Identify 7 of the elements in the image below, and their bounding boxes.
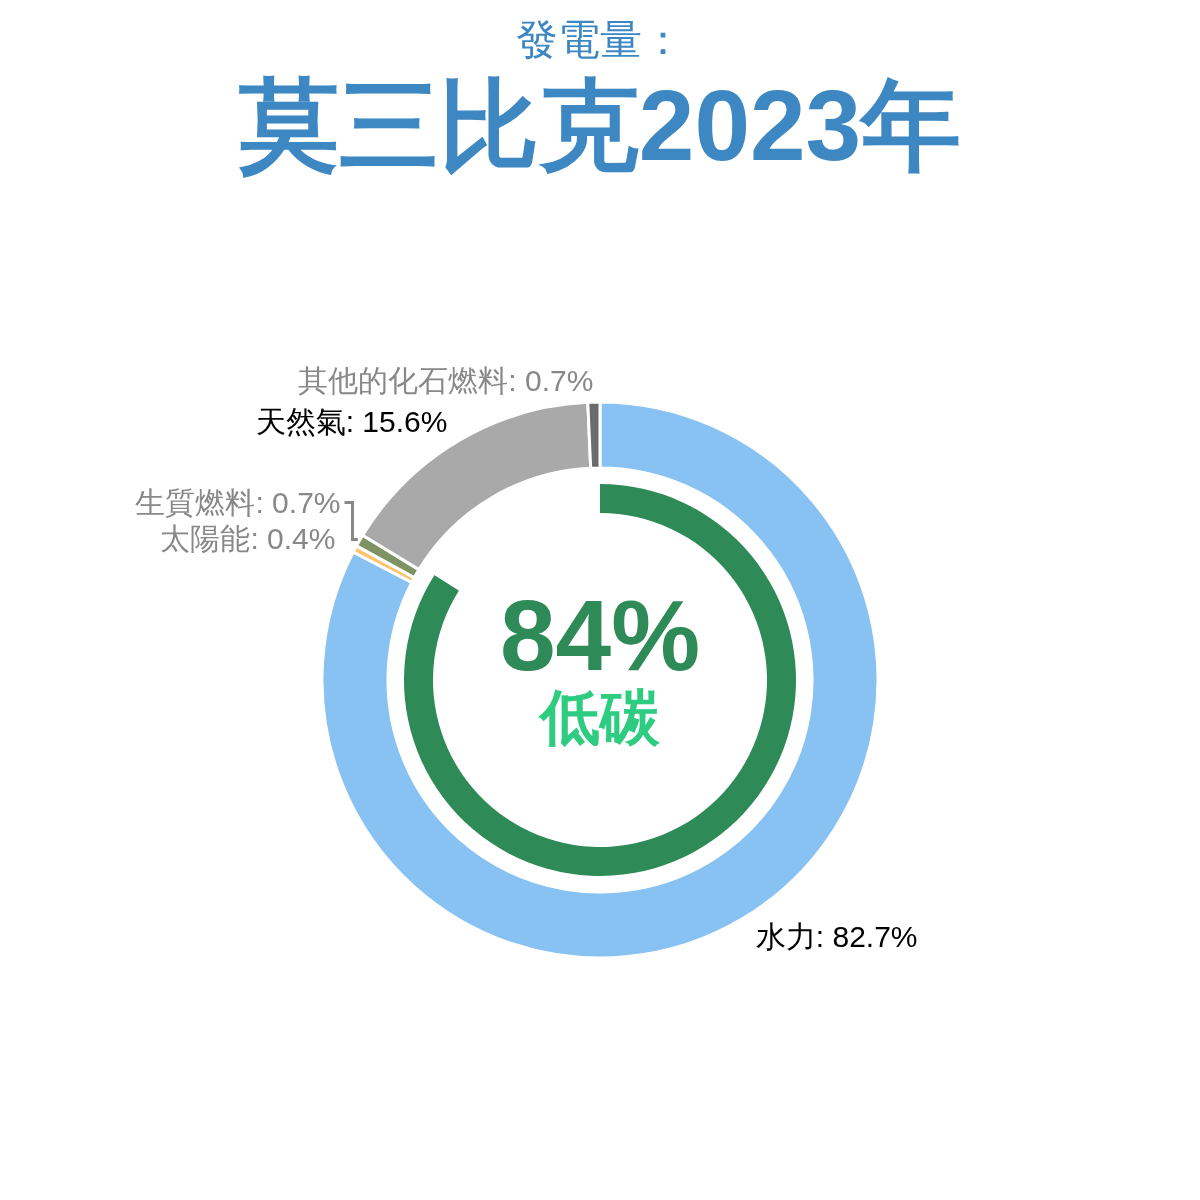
slice-label: 生質燃料: 0.7% (135, 486, 341, 519)
chart-subtitle: 發電量： (516, 16, 684, 63)
slice-label: 水力: 82.7% (755, 919, 918, 953)
chart-title: 莫三比克2023年 (238, 69, 962, 181)
slice-label: 太陽能: 0.4% (160, 522, 336, 555)
slice-label: 天然氣: 15.6% (255, 405, 448, 439)
slice-label: 其他的化石燃料: 0.7% (298, 363, 594, 397)
